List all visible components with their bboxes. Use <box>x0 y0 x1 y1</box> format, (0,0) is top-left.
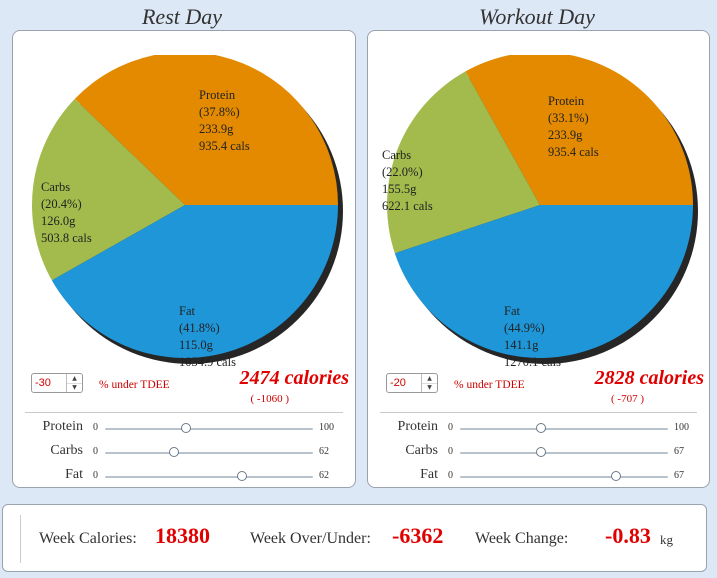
slider-track[interactable] <box>105 447 313 457</box>
slider-protein: Protein 0 100 <box>13 419 355 439</box>
slider-min: 0 <box>93 470 98 481</box>
pie-label-carbs: Carbs (22.0%) 155.5g 622.1 cals <box>382 148 433 213</box>
workout-day-panel: Protein (33.1%) 233.9g 935.4 cals Carbs (22.0… <box>367 30 710 488</box>
week-change-value: -0.83 <box>605 523 651 548</box>
pie-label-carbs: Carbs (20.4%) 126.0g 503.8 cals <box>41 180 92 245</box>
slider-thumb[interactable] <box>181 423 192 433</box>
pie-slice-protein[interactable] <box>74 55 338 205</box>
tdee-under-label: % under TDEE <box>454 379 525 391</box>
spinner-up-icon[interactable]: ▲ <box>422 374 437 384</box>
slider-track[interactable] <box>460 471 668 481</box>
slider-thumb[interactable] <box>237 471 248 481</box>
tdee-percent-spinner[interactable]: ▲ ▼ <box>31 373 83 393</box>
slider-max: 62 <box>319 446 329 457</box>
slider-label: Fat <box>65 467 83 482</box>
spinner-up-icon[interactable]: ▲ <box>67 374 82 384</box>
slider-track[interactable] <box>105 423 313 433</box>
pie-label-fat: Fat (41.8%) 115.0g 1034.9 cals <box>179 304 236 369</box>
slider-max: 62 <box>319 470 329 481</box>
workout-day-title: Workout Day <box>479 4 595 29</box>
slider-max: 67 <box>674 446 684 457</box>
week-over-under-label: Week Over/Under: <box>250 530 371 547</box>
week-over-under-value: -6362 <box>392 523 444 548</box>
daily-calories: 2828 calories <box>594 367 704 389</box>
slider-min: 0 <box>448 470 453 481</box>
tdee-under-label: % under TDEE <box>99 379 170 391</box>
week-change-unit: kg <box>660 532 673 547</box>
week-change-label: Week Change: <box>475 530 569 547</box>
slider-min: 0 <box>93 422 98 433</box>
spinner-buttons: ▲ ▼ <box>66 374 82 392</box>
slider-protein: Protein 0 100 <box>368 419 709 439</box>
pie-slice-fat[interactable] <box>51 205 339 359</box>
rest-day-title: Rest Day <box>141 4 223 29</box>
slider-label: Protein <box>42 419 83 434</box>
divider <box>20 515 21 563</box>
workout-day-pie-chart: Protein (33.1%) 233.9g 935.4 cals Carbs (22.0… <box>382 55 698 369</box>
slider-thumb[interactable] <box>611 471 621 481</box>
tdee-percent-input[interactable] <box>387 374 421 392</box>
slider-track[interactable] <box>105 471 313 481</box>
slider-max: 100 <box>674 422 689 433</box>
tdee-control: ▲ ▼ % under TDEE 2474 calories ( -1060 ) <box>31 367 351 405</box>
slider-max: 100 <box>319 422 334 433</box>
pie-slice-protein[interactable] <box>465 55 693 205</box>
slider-thumb[interactable] <box>536 423 547 433</box>
tdee-percent-input[interactable] <box>32 374 66 392</box>
slider-carbs: Carbs 0 62 <box>13 443 355 463</box>
slider-label: Protein <box>397 419 438 434</box>
slider-min: 0 <box>448 446 453 457</box>
pie-slice-carbs[interactable] <box>387 71 540 254</box>
pie-label-fat: Fat (44.9%) 141.1g 1270.1 cals <box>504 304 561 369</box>
slider-thumb[interactable] <box>168 447 179 457</box>
week-summary: Week Calories: 18380 Week Over/Under: -6… <box>2 504 707 572</box>
slider-thumb[interactable] <box>536 447 547 457</box>
rest-day-pie-chart: Protein (37.8%) 233.9g 935.4 cals Carbs (20.4… <box>31 55 343 369</box>
calorie-difference: ( -707 ) <box>611 393 644 405</box>
slider-label: Carbs <box>50 443 83 458</box>
slider-max: 67 <box>674 470 684 481</box>
week-calories-value: 18380 <box>155 523 210 548</box>
pie-slice-carbs[interactable] <box>31 98 186 281</box>
spinner-buttons: ▲ ▼ <box>421 374 437 392</box>
pie-label-protein: Protein (37.8%) 233.9g 935.4 cals <box>199 88 250 153</box>
slider-track[interactable] <box>460 423 668 433</box>
pie-slice-fat[interactable] <box>394 205 693 359</box>
daily-calories: 2474 calories <box>239 367 349 389</box>
tdee-control: ▲ ▼ % under TDEE 2828 calories ( -707 ) <box>386 367 706 405</box>
divider <box>380 412 697 413</box>
slider-fat: Fat 0 67 <box>368 467 709 487</box>
slider-label: Fat <box>420 467 438 482</box>
slider-min: 0 <box>93 446 98 457</box>
rest-day-panel: Protein (37.8%) 233.9g 935.4 cals Carbs (20.4… <box>12 30 356 488</box>
pie-label-protein: Protein (33.1%) 233.9g 935.4 cals <box>548 94 599 159</box>
divider <box>25 412 343 413</box>
week-calories-label: Week Calories: <box>39 530 137 547</box>
spinner-down-icon[interactable]: ▼ <box>72 384 77 391</box>
slider-min: 0 <box>448 422 453 433</box>
calorie-difference: ( -1060 ) <box>250 393 290 405</box>
spinner-down-icon[interactable]: ▼ <box>427 384 432 391</box>
tdee-percent-spinner[interactable]: ▲ ▼ <box>386 373 438 393</box>
slider-fat: Fat 0 62 <box>13 467 355 487</box>
slider-carbs: Carbs 0 67 <box>368 443 709 463</box>
slider-track[interactable] <box>460 447 668 457</box>
slider-label: Carbs <box>405 443 438 458</box>
